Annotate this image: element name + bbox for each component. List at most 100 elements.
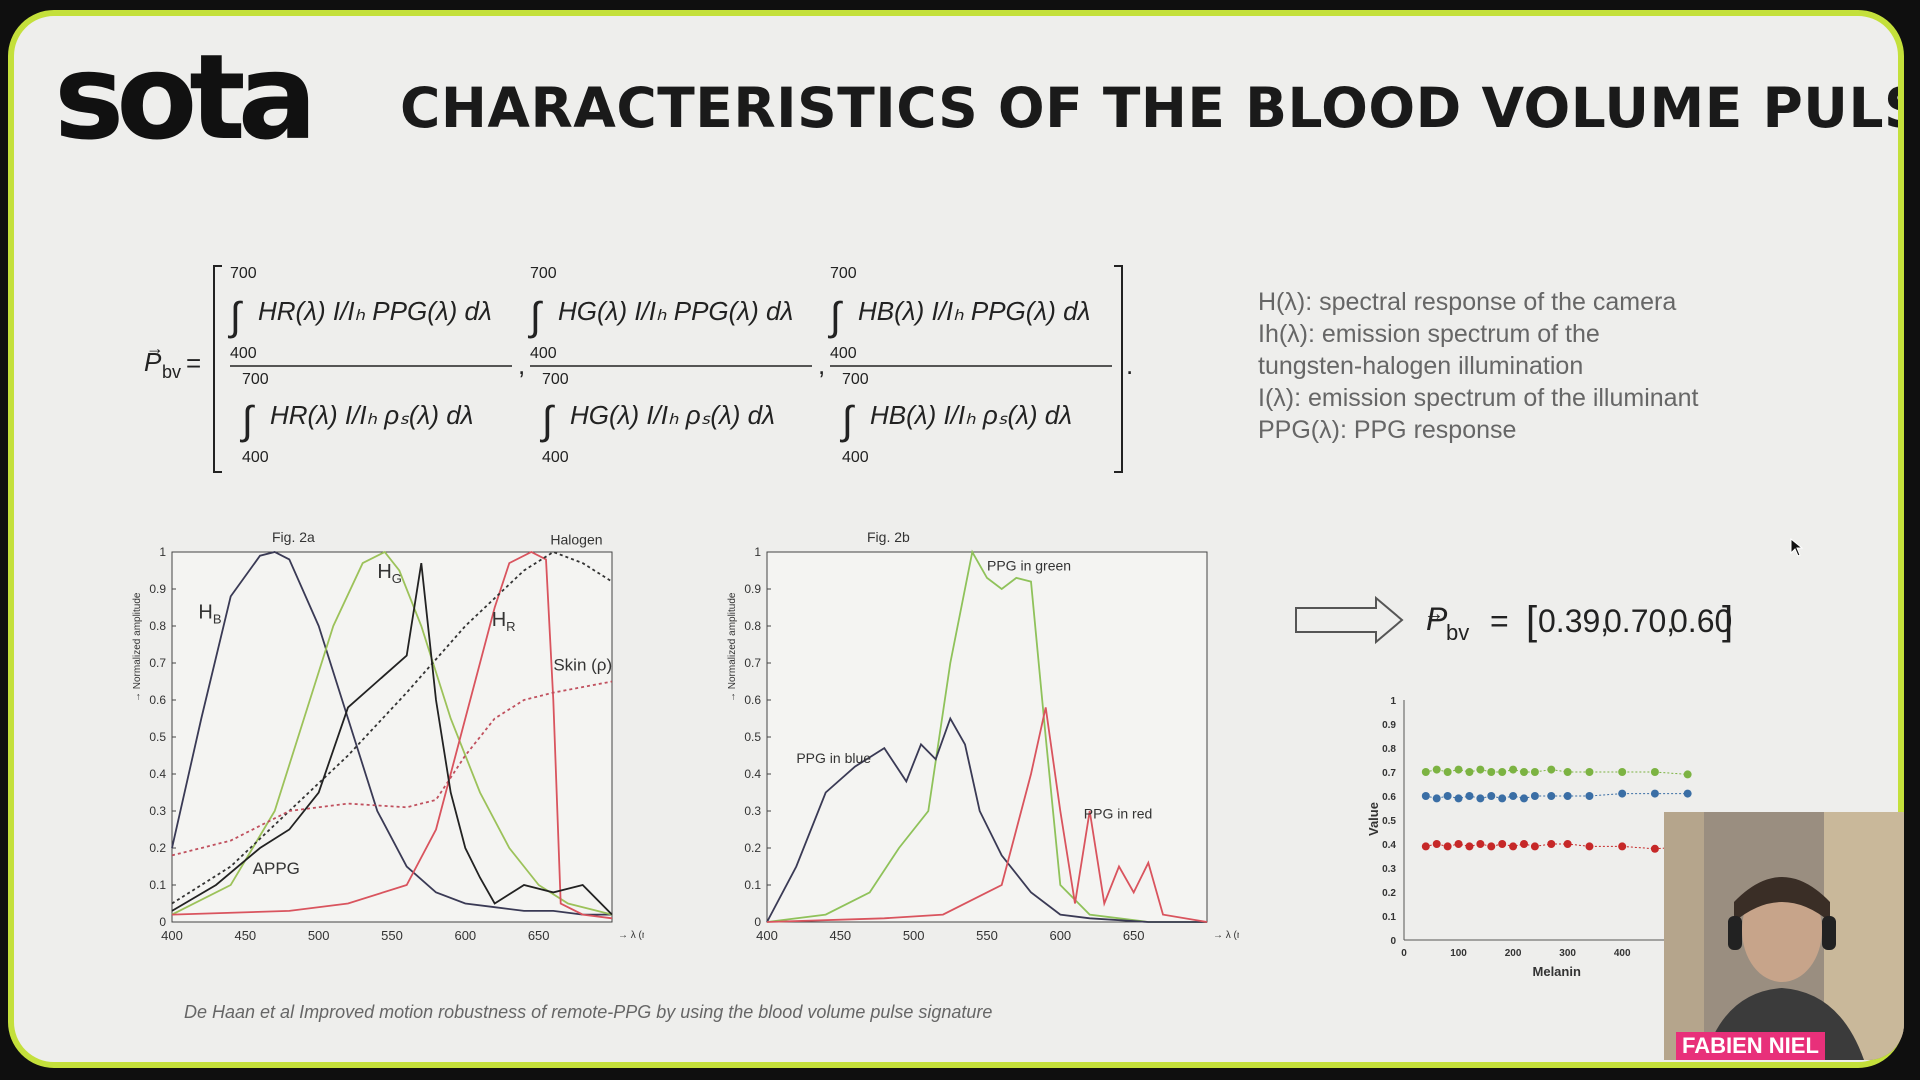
x-tick-label: 600: [1049, 928, 1071, 943]
scatter-point: [1563, 840, 1572, 848]
y-tick-label: 0.8: [149, 619, 166, 633]
scatter-point: [1509, 792, 1518, 800]
y-tick-label: 1: [159, 545, 166, 559]
integral-sign: ∫: [240, 399, 256, 443]
upper-limit: 700: [830, 265, 857, 282]
y-tick-label: 0.6: [744, 693, 761, 707]
series-line: [766, 549, 1207, 923]
result-open-bracket: [: [1526, 599, 1537, 643]
scatter-point: [1650, 844, 1659, 853]
scatter-point: [1432, 794, 1441, 803]
x-tick-label: 650: [1123, 928, 1145, 943]
x-tick-label: 400: [1614, 948, 1631, 959]
y-tick-label: 0.9: [744, 582, 761, 596]
scatter-point: [1476, 765, 1485, 774]
presenter-nametag: FABIEN NIEL: [1676, 1032, 1825, 1060]
lower-limit: 400: [242, 449, 269, 466]
formula-equals: =: [186, 348, 201, 378]
result-value: 0.60: [1670, 603, 1732, 639]
scatter-point: [1585, 842, 1594, 851]
y-tick-label: 0.1: [149, 878, 166, 892]
y-axis-label: Value: [1366, 802, 1381, 836]
x-axis-label: Melanin: [1533, 964, 1581, 979]
series-label: PPG in red: [1084, 805, 1152, 821]
x-tick-label: 200: [1505, 948, 1522, 959]
scatter-point: [1683, 770, 1692, 779]
y-tick-label: 0.3: [1382, 864, 1396, 875]
scatter-point: [1520, 840, 1528, 848]
series-label: PPG in blue: [796, 750, 871, 766]
upper-limit: 700: [842, 371, 869, 388]
trend-line: [1425, 843, 1688, 850]
scatter-point: [1454, 840, 1463, 848]
series-line: [171, 562, 613, 916]
trend-line: [1425, 793, 1688, 799]
y-tick-label: 0.3: [149, 804, 166, 818]
presenter-video: [1664, 812, 1904, 1060]
x-tick-label: 300: [1559, 948, 1576, 959]
vector-arrow: →: [1424, 603, 1444, 625]
slide: sota CHARACTERISTICS OF THE BLOOD VOLUME…: [14, 16, 1898, 1062]
y-tick-label: 0.1: [1382, 912, 1396, 923]
legend-line: tungsten-halogen illumination: [1258, 352, 1584, 380]
right-arrow-icon: [1295, 595, 1404, 645]
formula-lhs: P: [144, 347, 162, 377]
result-sub: bv: [1446, 620, 1469, 645]
formula-lhs-sub: bv: [162, 362, 181, 382]
y-tick-label: 0.5: [149, 730, 166, 744]
series-label: Halogen: [550, 532, 602, 548]
scatter-point: [1487, 842, 1496, 851]
upper-limit: 700: [530, 265, 557, 282]
scatter-point: [1683, 789, 1692, 798]
formula-period: .: [1126, 350, 1133, 380]
x-tick-label: 550: [976, 928, 998, 943]
legend-line: H(λ): spectral response of the camera: [1258, 288, 1677, 316]
y-tick-label: 0.4: [1382, 840, 1396, 851]
slide-frame: sota CHARACTERISTICS OF THE BLOOD VOLUME…: [8, 10, 1904, 1068]
scatter-point: [1476, 794, 1485, 803]
y-tick-label: 0.9: [149, 582, 166, 596]
series-line: [171, 551, 612, 916]
y-tick-label: 1: [754, 545, 761, 559]
x-tick-label: 550: [381, 928, 403, 943]
scatter-point: [1530, 792, 1539, 800]
scatter-point: [1530, 768, 1539, 776]
slide-title: CHARACTERISTICS OF THE BLOOD VOLUME PULS…: [400, 76, 1904, 140]
numerator-expression: HR(λ) I/Iₕ PPG(λ) dλ: [258, 296, 492, 326]
lower-limit: 400: [542, 449, 569, 466]
variable-legend: H(λ): spectral response of the camera Ih…: [1258, 286, 1778, 446]
y-axis-label: → Normalized amplitude: [132, 592, 143, 702]
scatter-point: [1547, 765, 1556, 774]
y-tick-label: 0.6: [1382, 792, 1396, 803]
y-tick-label: 0.3: [744, 804, 761, 818]
mouse-cursor-icon: [1790, 538, 1804, 557]
x-axis-label: → λ (nm): [1213, 930, 1239, 941]
pbv-result: → P bv = [ 0.39, 0.70, 0.60 ]: [1295, 595, 1733, 645]
x-tick-label: 0: [1401, 948, 1407, 959]
scatter-point: [1498, 794, 1507, 803]
lower-limit: 400: [842, 449, 869, 466]
scatter-point: [1432, 765, 1441, 774]
integral-sign: ∫: [540, 399, 556, 443]
y-tick-label: 0.1: [744, 878, 761, 892]
scatter-point: [1618, 789, 1627, 798]
y-tick-label: 0: [754, 915, 761, 929]
scatter-point: [1563, 792, 1572, 800]
series-line: [171, 680, 613, 857]
integral-sign: ∫: [828, 295, 844, 339]
result-close-bracket: ]: [1722, 599, 1733, 643]
scatter-point: [1465, 792, 1474, 800]
citation: De Haan et al Improved motion robustness…: [184, 1002, 993, 1022]
scatter-point: [1443, 768, 1452, 776]
y-tick-label: 0.2: [744, 841, 761, 855]
scatter-point: [1454, 765, 1463, 774]
legend-line: I(λ): emission spectrum of the illuminan…: [1258, 384, 1699, 412]
scatter-point: [1585, 792, 1594, 800]
trend-line: [1425, 769, 1688, 775]
y-tick-label: 0: [1390, 936, 1396, 947]
upper-limit: 700: [242, 371, 269, 388]
chart-title: Fig. 2b: [867, 529, 910, 545]
